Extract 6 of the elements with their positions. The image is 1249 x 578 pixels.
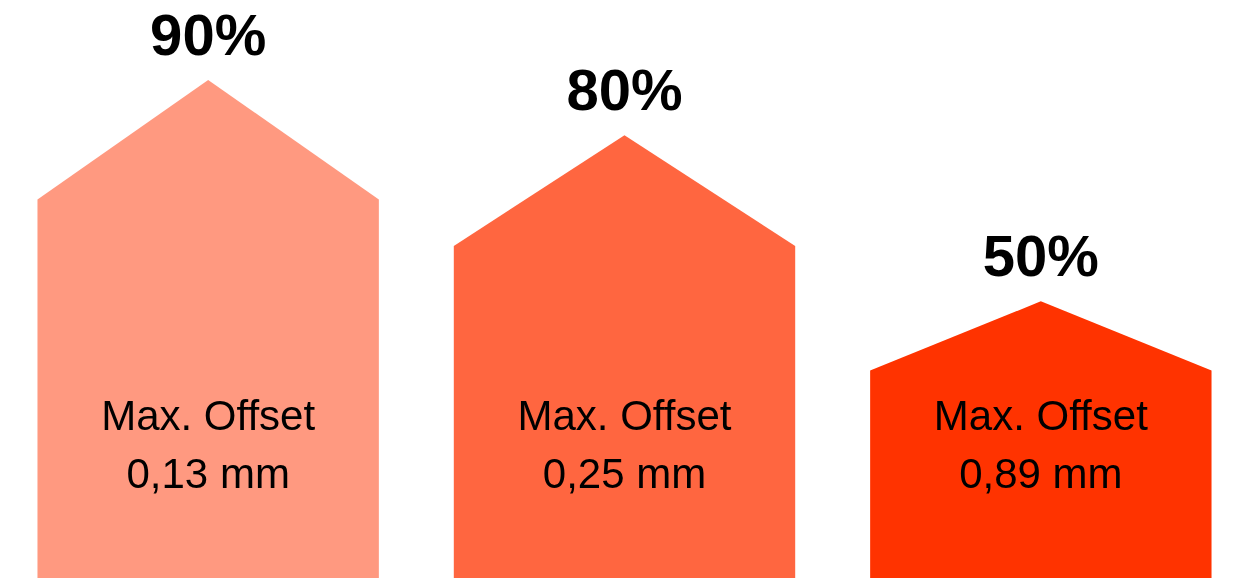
data-label: 50% (982, 223, 1099, 289)
x-tick-label: Max. Offset 0,25 mm (517, 391, 732, 497)
data-label: 90% (150, 2, 267, 67)
data-label: 80% (566, 57, 683, 123)
x-tick-label: Max. Offset 0,89 mm (933, 391, 1149, 497)
x-tick-label: Max. Offset 0,13 mm (101, 391, 316, 497)
